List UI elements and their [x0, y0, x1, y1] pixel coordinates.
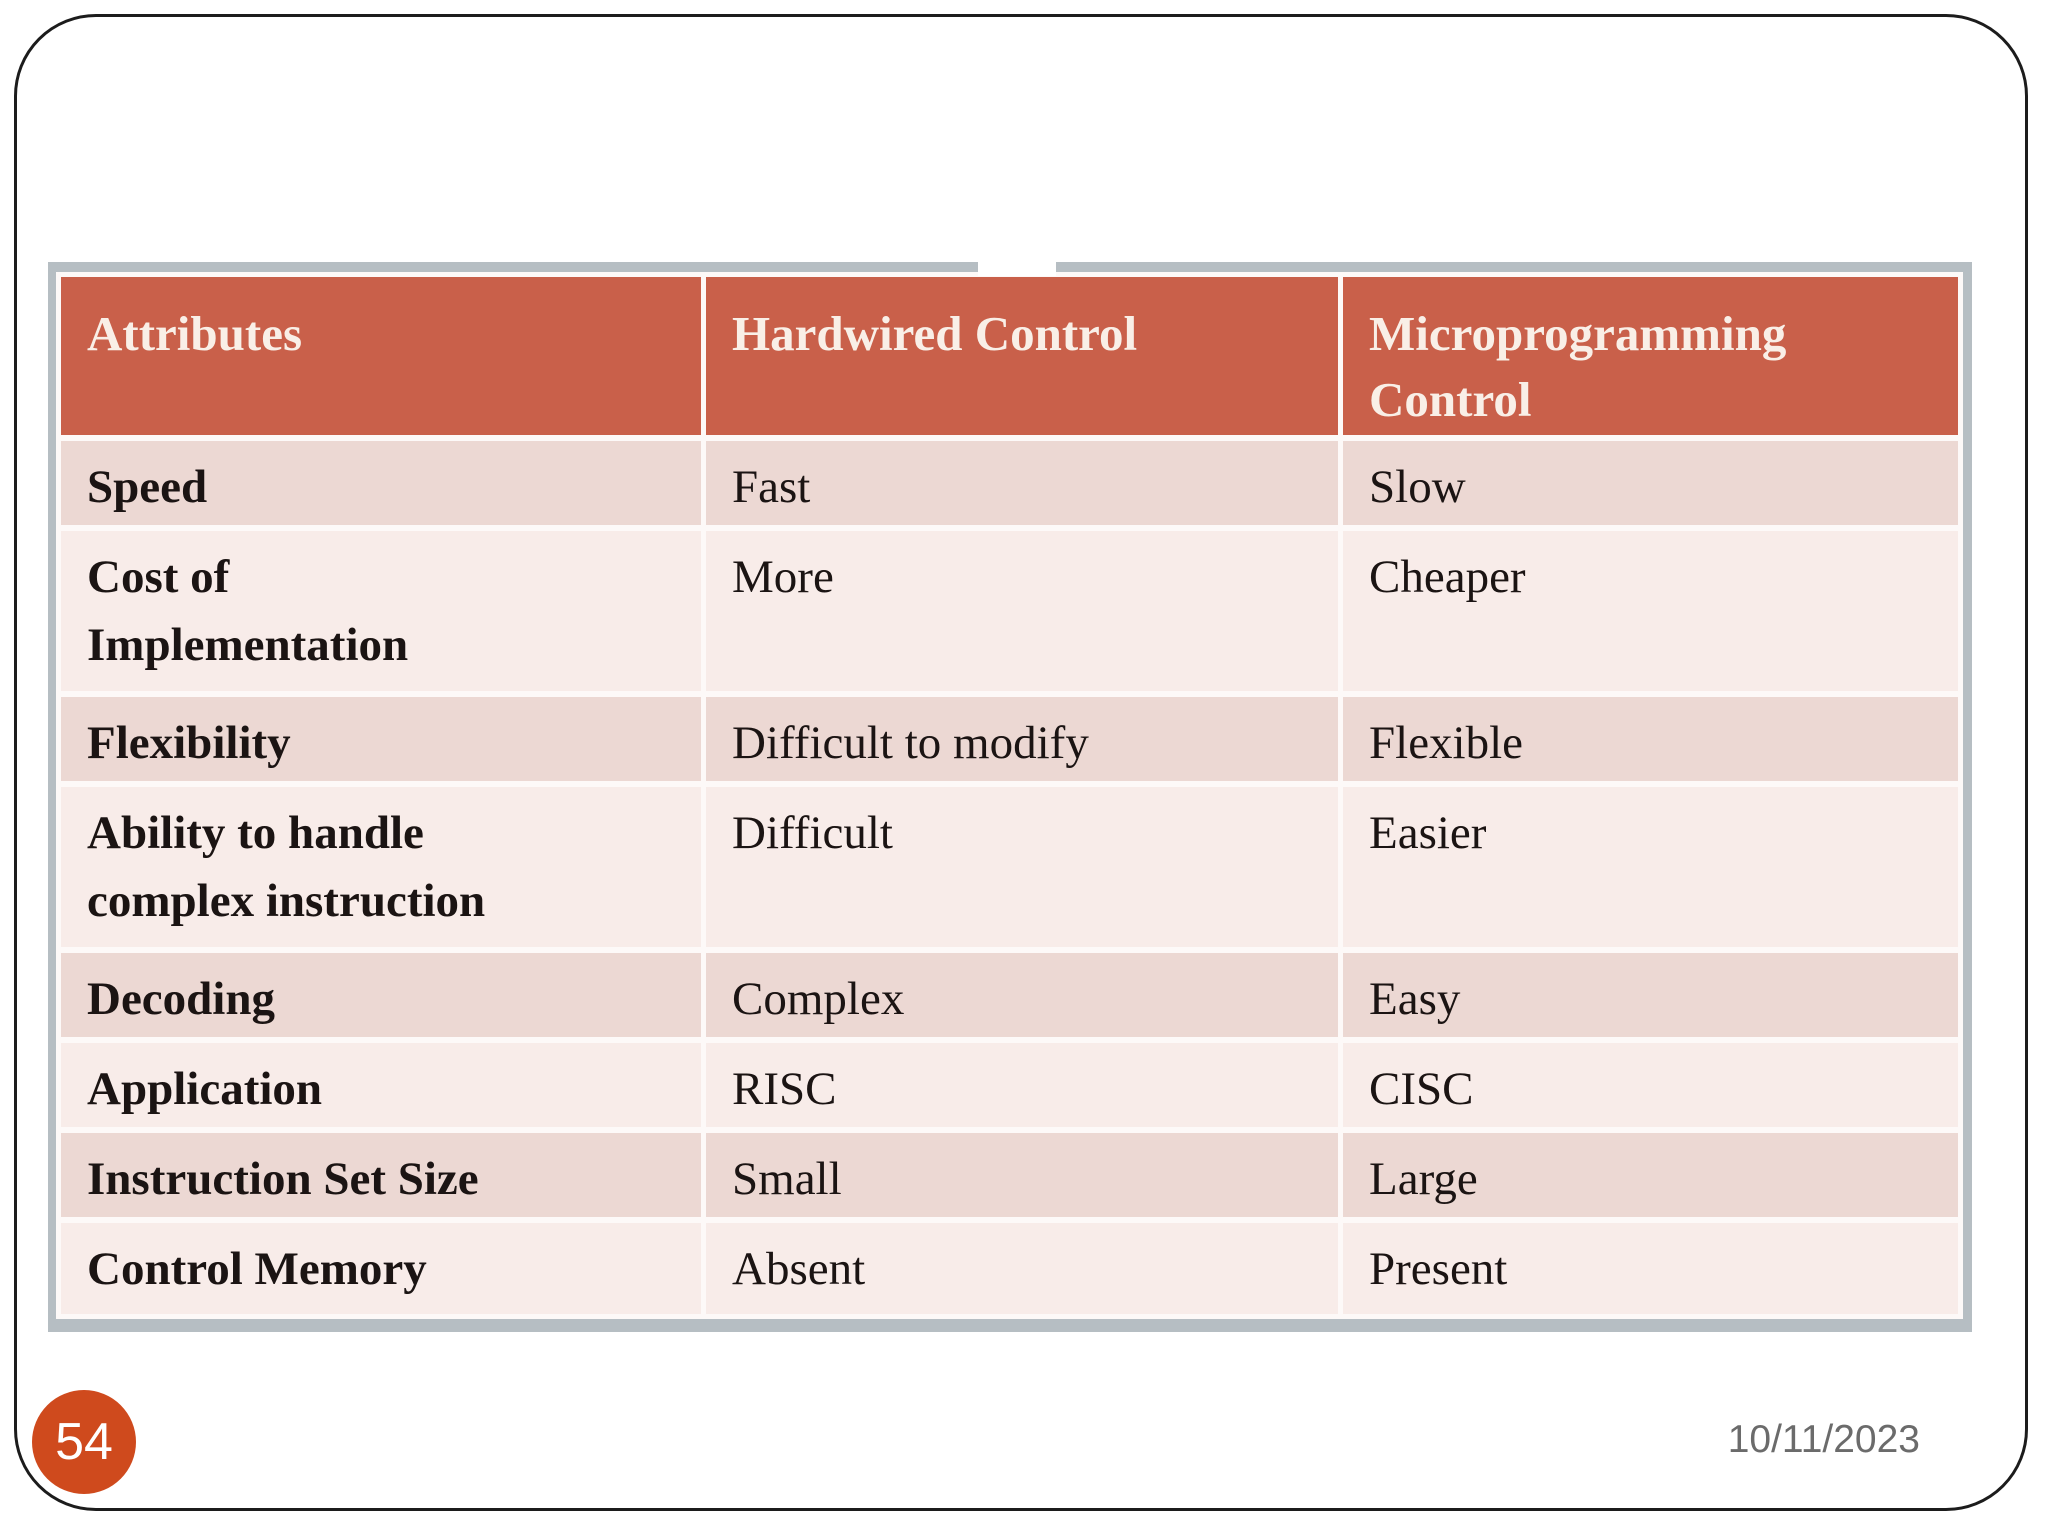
cell-text: Application — [87, 1063, 323, 1115]
row-flexibility-attribute: Flexibility — [61, 697, 701, 781]
cell-text: Ability to handle complex instruction — [87, 807, 486, 928]
table-grid: Attributes Hardwired Control Microprogra… — [61, 277, 1958, 1314]
cell-text: Slow — [1369, 461, 1466, 513]
cell-text: Cost of Implementation — [87, 551, 409, 672]
column-header-microprogramming: Microprogramming Control — [1343, 277, 1958, 435]
cell-text: More — [732, 551, 834, 603]
cell-text: Present — [1369, 1243, 1508, 1295]
cell-text: Instruction Set Size — [87, 1153, 479, 1205]
row-application-hardwired: RISC — [706, 1043, 1338, 1127]
cell-text: Fast — [732, 461, 811, 513]
row-instruction-set-microprogramming: Large — [1343, 1133, 1958, 1217]
row-instruction-set-hardwired: Small — [706, 1133, 1338, 1217]
row-flexibility-hardwired: Difficult to modify — [706, 697, 1338, 781]
row-instruction-set-attribute: Instruction Set Size — [61, 1133, 701, 1217]
page-number-badge: 54 — [32, 1390, 136, 1494]
row-flexibility-microprogramming: Flexible — [1343, 697, 1958, 781]
top-border-notch — [978, 246, 1056, 276]
row-ability-attribute: Ability to handle complex instruction — [61, 787, 701, 947]
cell-text: Small — [732, 1153, 842, 1205]
row-control-memory-attribute: Control Memory — [61, 1223, 701, 1314]
cell-text: RISC — [732, 1063, 837, 1115]
row-application-attribute: Application — [61, 1043, 701, 1127]
cell-text: Difficult — [732, 807, 893, 859]
cell-text: Easy — [1369, 973, 1461, 1025]
row-ability-microprogramming: Easier — [1343, 787, 1958, 947]
cell-text: Complex — [732, 973, 905, 1025]
cell-text: Control Memory — [87, 1243, 427, 1295]
row-speed-attribute: Speed — [61, 441, 701, 525]
table-inner: Attributes Hardwired Control Microprogra… — [56, 272, 1963, 1319]
row-application-microprogramming: CISC — [1343, 1043, 1958, 1127]
cell-text: Decoding — [87, 973, 275, 1025]
row-speed-hardwired: Fast — [706, 441, 1338, 525]
column-header-attributes: Attributes — [61, 277, 701, 435]
slide-frame — [14, 14, 2028, 1511]
row-cost-attribute: Cost of Implementation — [61, 531, 701, 691]
row-control-memory-microprogramming: Present — [1343, 1223, 1958, 1314]
slide-date: 10/11/2023 — [1727, 1418, 1920, 1461]
column-header-hardwired: Hardwired Control — [706, 277, 1338, 435]
row-cost-microprogramming: Cheaper — [1343, 531, 1958, 691]
comparison-table: Attributes Hardwired Control Microprogra… — [48, 262, 1972, 1332]
cell-text: CISC — [1369, 1063, 1474, 1115]
header-label: Hardwired Control — [732, 306, 1138, 361]
cell-text: Large — [1369, 1153, 1478, 1205]
cell-text: Cheaper — [1369, 551, 1526, 603]
cell-text: Easier — [1369, 807, 1487, 859]
row-decoding-microprogramming: Easy — [1343, 953, 1958, 1037]
row-decoding-attribute: Decoding — [61, 953, 701, 1037]
cell-text: Flexibility — [87, 717, 291, 769]
header-label: Microprogramming Control — [1369, 306, 1787, 428]
row-cost-hardwired: More — [706, 531, 1338, 691]
row-speed-microprogramming: Slow — [1343, 441, 1958, 525]
header-label: Attributes — [87, 306, 303, 361]
row-ability-hardwired: Difficult — [706, 787, 1338, 947]
cell-text: Speed — [87, 461, 208, 513]
cell-text: Flexible — [1369, 717, 1524, 769]
row-decoding-hardwired: Complex — [706, 953, 1338, 1037]
page-number: 54 — [55, 1413, 113, 1471]
cell-text: Difficult to modify — [732, 717, 1089, 769]
cell-text: Absent — [732, 1243, 866, 1295]
row-control-memory-hardwired: Absent — [706, 1223, 1338, 1314]
